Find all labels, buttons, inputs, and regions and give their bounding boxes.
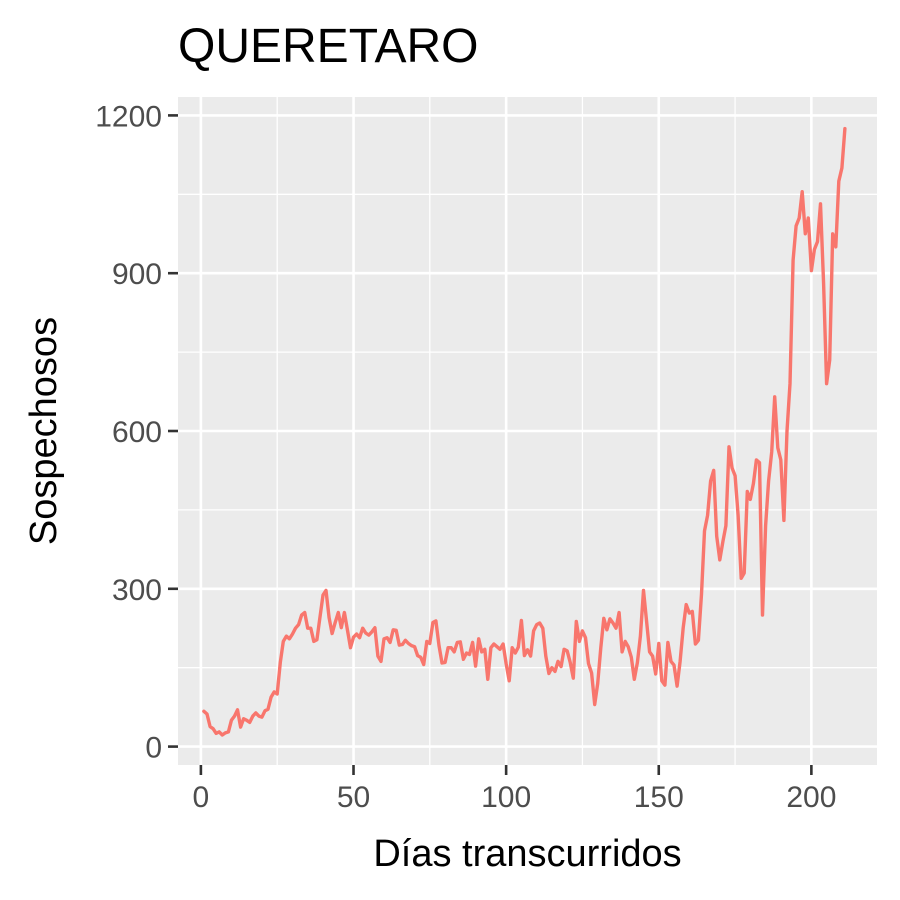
x-tick-label: 100: [481, 781, 531, 814]
y-tick-label: 1200: [95, 100, 162, 133]
y-axis: 0 300 600 900 1200: [95, 100, 178, 765]
x-axis-title: Días transcurridos: [373, 833, 681, 875]
y-tick-label: 0: [145, 732, 162, 765]
x-tick-label: 150: [634, 781, 684, 814]
x-axis: 0 50 100 150 200: [193, 765, 836, 814]
chart-title: QUERETARO: [178, 20, 478, 73]
y-tick-label: 900: [112, 258, 162, 291]
series-line-sospechosos: [202, 126, 847, 737]
y-tick-label: 300: [112, 574, 162, 607]
y-tick-label: 600: [112, 416, 162, 449]
x-tick-label: 200: [786, 781, 836, 814]
y-axis-title: Sospechosos: [23, 317, 65, 545]
x-tick-label: 50: [337, 781, 370, 814]
x-tick-label: 0: [193, 781, 210, 814]
